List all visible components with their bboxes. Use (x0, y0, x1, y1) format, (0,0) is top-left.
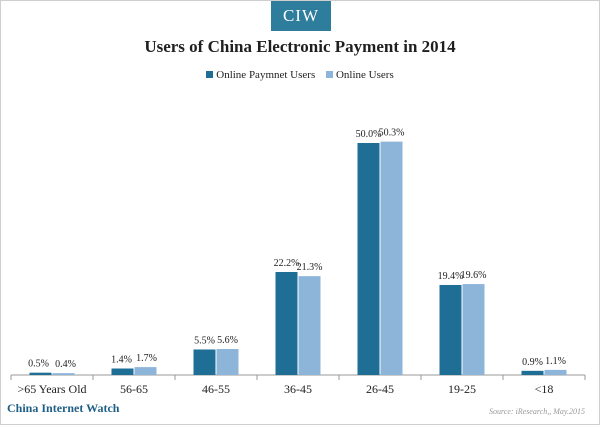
x-tick-label: 26-45 (366, 382, 394, 396)
chart-legend: Online Paymnet Users Online Users (1, 69, 599, 81)
bar (439, 284, 462, 375)
data-label: 0.4% (55, 359, 76, 370)
data-label: 0.9% (522, 357, 543, 368)
bar (462, 284, 485, 375)
data-label: 22.2% (274, 258, 300, 269)
x-tick-label: >65 Years Old (17, 382, 86, 396)
legend-label-series-1: Online Paymnet Users (216, 69, 316, 81)
data-label: 1.7% (136, 353, 157, 364)
bar (275, 271, 298, 375)
bar (544, 369, 567, 375)
bar (357, 143, 380, 375)
bar (521, 370, 544, 375)
data-label: 19.4% (438, 271, 464, 282)
x-tick-label: 19-25 (448, 382, 476, 396)
data-label: 1.1% (545, 356, 566, 367)
x-tick-label: <18 (535, 382, 554, 396)
watermark-text: China Internet Watch (7, 401, 120, 415)
legend-swatch-series-2 (325, 71, 333, 78)
x-tick-label: 46-55 (202, 382, 230, 396)
legend-item-online-payment-users: Online Paymnet Users (206, 69, 315, 81)
data-label: 21.3% (297, 262, 323, 273)
bar (29, 372, 52, 375)
data-label: 50.3% (379, 128, 405, 139)
bar (380, 141, 403, 375)
bar (193, 349, 216, 375)
ciw-logo: CIW (271, 1, 331, 31)
data-label: 1.4% (111, 355, 132, 366)
data-label: 5.6% (217, 335, 238, 346)
legend-item-online-users: Online Users (325, 69, 394, 81)
x-tick-label: 36-45 (284, 382, 312, 396)
source-note: Source: iResearch,, May.2015 (488, 407, 585, 416)
chart-title: Users of China Electronic Payment in 201… (144, 37, 456, 56)
data-label: 0.5% (28, 359, 49, 370)
data-label: 19.6% (461, 270, 487, 281)
data-label: 5.5% (194, 335, 215, 346)
legend-label-series-2: Online Users (335, 69, 394, 81)
bar (111, 368, 134, 375)
legend-swatch-series-1 (206, 71, 214, 78)
bar (52, 373, 75, 375)
bar (298, 276, 321, 375)
bar (216, 349, 239, 375)
x-tick-label: 56-65 (120, 382, 148, 396)
bar (134, 367, 157, 375)
data-label: 50.0% (356, 129, 382, 140)
